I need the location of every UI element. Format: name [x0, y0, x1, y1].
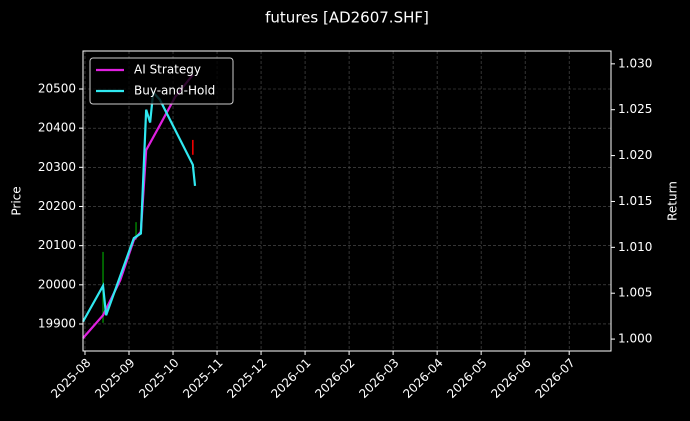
- x-tick-label: 2025-12: [224, 356, 269, 401]
- y2-axis-label: Return: [666, 181, 680, 221]
- x-tick-label: 2025-08: [48, 356, 93, 401]
- legend-label: Buy-and-Hold: [134, 84, 215, 98]
- chart-title: futures [AD2607.SHF]: [265, 9, 429, 27]
- y2-tick-label: 1.020: [618, 148, 652, 162]
- y2-tick-label: 1.025: [618, 102, 652, 116]
- x-tick-label: 2026-06: [488, 356, 533, 401]
- y2-tick-label: 1.030: [618, 56, 652, 70]
- y-axis-label: Price: [10, 186, 24, 215]
- y2-tick-label: 1.005: [618, 286, 652, 300]
- y-tick-label: 20500: [38, 81, 76, 95]
- x-tick-label: 2025-09: [92, 356, 137, 401]
- legend-box: [89, 57, 234, 105]
- y-tick-label: 20400: [38, 121, 76, 135]
- x-tick-label: 2026-02: [312, 356, 357, 401]
- y-tick-label: 20100: [38, 238, 76, 252]
- x-tick-label: 2025-10: [136, 356, 181, 401]
- x-tick-label: 2026-01: [268, 356, 313, 401]
- y2-tick-label: 1.000: [618, 332, 652, 346]
- y-tick-label: 20200: [38, 199, 76, 213]
- x-tick-label: 2026-05: [444, 356, 489, 401]
- x-tick-label: 2026-04: [400, 356, 445, 401]
- y-tick-label: 20000: [38, 277, 76, 291]
- x-tick-label: 2026-03: [356, 356, 401, 401]
- x-tick-label: 2025-11: [180, 356, 225, 401]
- x-tick-label: 2026-07: [532, 356, 577, 401]
- y-tick-label: 20300: [38, 160, 76, 174]
- y2-tick-label: 1.010: [618, 240, 652, 254]
- legend-label: AI Strategy: [134, 63, 201, 77]
- series-line: [82, 89, 197, 323]
- plot-frame: [82, 50, 612, 352]
- y2-tick-label: 1.015: [618, 194, 652, 208]
- y-tick-label: 19900: [38, 316, 76, 330]
